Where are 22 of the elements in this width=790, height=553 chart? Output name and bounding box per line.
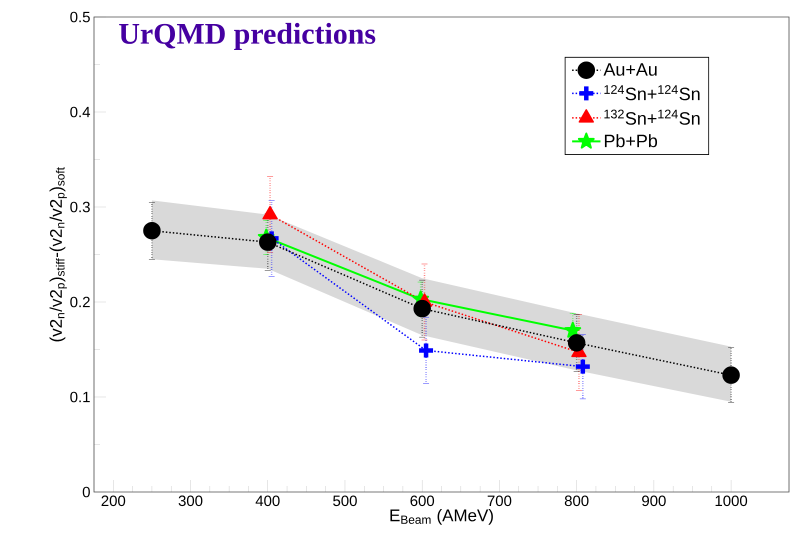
y-tick-label: 0.2 xyxy=(70,296,90,308)
chart-title: UrQMD predictions xyxy=(119,22,376,50)
y-tick-label: 0.1 xyxy=(70,392,90,402)
x-axis-title: E$_{Beam}$ (AMeV) xyxy=(390,508,493,525)
x-tick-label: 800 xyxy=(564,496,589,506)
x-tick-label: 200 xyxy=(102,496,126,506)
legend-label: Pb+Pb xyxy=(604,134,658,148)
x-tick-label: 300 xyxy=(178,496,202,506)
y-tick-label: 0.4 xyxy=(70,106,90,118)
x-tick-label: 900 xyxy=(642,496,666,506)
y-tick-label: 0 xyxy=(82,486,90,498)
x-tick-label: 500 xyxy=(333,496,357,506)
x-tick-label: 700 xyxy=(488,496,512,506)
x-tick-label: 600 xyxy=(410,496,434,506)
legend-label: $^{124}$Sn+$^{124}$Sn xyxy=(604,85,700,100)
x-tick-label: 400 xyxy=(256,496,280,506)
x-tick-label: 1000 xyxy=(716,496,748,506)
legend-label: Au+Au xyxy=(603,63,657,76)
y-tick-label: 0.5 xyxy=(70,12,90,22)
text: (v2$_{n}$/v2$_{p}$)$_{stiff}$-(v2$_{n}$/v2$_{p}$)$_{soft}$ xyxy=(50,167,67,342)
legend-label: $^{132}$Sn+$^{124}$Sn xyxy=(604,110,700,125)
y-tick-label: 0.3 xyxy=(70,202,90,212)
